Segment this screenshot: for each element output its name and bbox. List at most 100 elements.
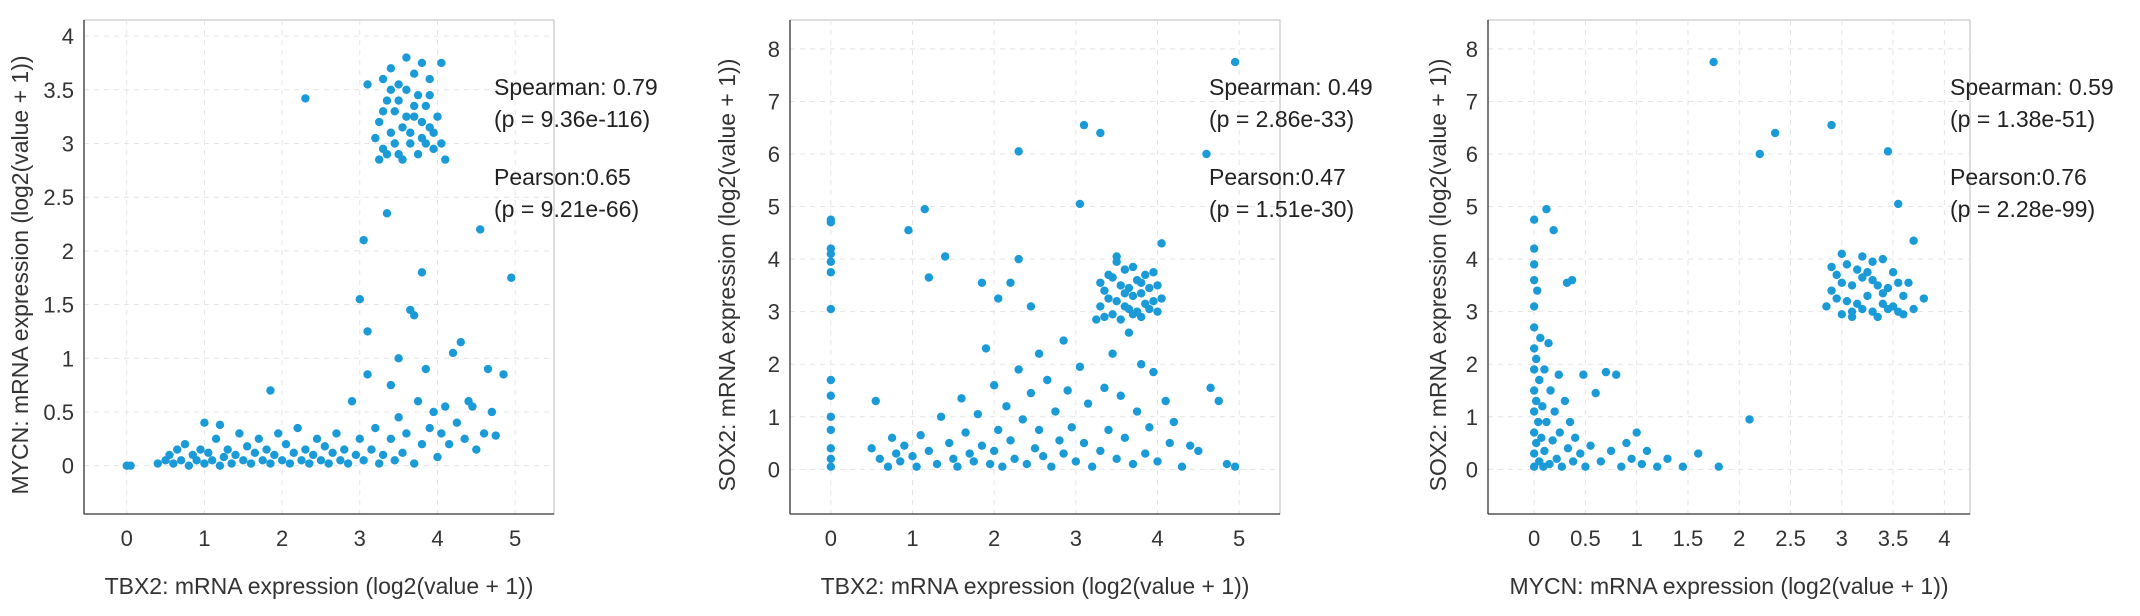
data-point [1586,441,1595,450]
y-tick-label: 4 [768,247,780,272]
data-point [421,101,431,111]
data-point [1214,396,1223,406]
y-tick-label: 7 [768,89,780,114]
data-point [1149,367,1158,377]
data-point [977,278,987,287]
annotation-pearson-p: (p = 2.28e-99) [1950,196,2095,222]
data-point [1136,278,1146,287]
data-point [1822,302,1831,311]
y-tick-label: 3 [62,132,74,157]
y-tick-label: 7 [1466,89,1478,114]
x-tick-label: 3 [1836,526,1848,551]
data-point [1899,310,1908,319]
data-point [258,456,267,465]
data-point [1837,249,1847,259]
data-point [1552,454,1561,464]
data-point [1904,278,1913,287]
data-point [1055,436,1064,445]
data-point [475,225,485,234]
x-axis-label: TBX2: mRNA expression (log2(value + 1)) [821,573,1250,599]
data-point [285,459,295,468]
data-point [223,445,232,454]
data-point [417,117,427,127]
data-point [1177,462,1187,471]
data-point [900,441,909,450]
data-point [277,456,287,465]
data-point [989,381,999,390]
data-point [1653,462,1662,471]
data-point [1878,254,1888,264]
data-point [1063,386,1072,395]
data-point [1529,275,1539,285]
data-point [398,155,407,164]
data-point [1837,278,1847,287]
x-tick-label: 3.5 [1878,526,1909,551]
data-point [433,452,442,462]
x-axis-label: MYCN: mRNA expression (log2(value + 1)) [1509,573,1948,599]
data-point [1770,128,1780,138]
data-point [192,456,201,465]
data-point [472,445,481,454]
y-axis-label: SOX2: mRNA expression (log2(value + 1)) [714,59,740,492]
data-point [367,445,376,454]
data-point [826,249,836,259]
data-point [262,445,271,454]
data-point [1868,257,1877,266]
y-tick-label: 2 [62,239,74,264]
data-point [826,304,836,314]
data-point [1568,457,1578,466]
data-point [406,128,415,137]
data-point [920,204,929,214]
data-point [1112,252,1121,261]
data-point [1529,344,1539,353]
data-point [1873,312,1882,322]
data-point [409,311,419,320]
data-point [402,85,411,95]
data-point [165,450,174,460]
data-point [916,430,925,440]
data-point [421,364,431,374]
data-point [1579,370,1588,379]
data-point [1079,120,1089,130]
data-point [1185,441,1195,450]
data-point [1827,262,1836,272]
data-point [1755,149,1764,159]
data-point [1883,304,1893,314]
data-point [1529,260,1539,269]
data-point [382,150,392,159]
data-point [1617,462,1626,471]
data-point [994,425,1003,435]
data-point [1883,283,1893,293]
x-tick-label: 1 [906,526,918,551]
x-tick-label: 1 [198,526,210,551]
data-point [1709,57,1718,67]
data-point [448,348,458,358]
data-point [1030,444,1040,453]
data-point [1079,438,1089,448]
data-point [1909,236,1918,245]
data-point [227,459,236,468]
data-point [1745,415,1754,424]
data-point [301,445,310,454]
data-point [867,444,876,453]
data-point [297,456,306,465]
data-point [1596,457,1606,466]
data-point [239,456,248,465]
data-point [1059,449,1068,458]
data-point [875,454,885,464]
data-point [429,407,438,417]
data-point [305,459,314,468]
data-point [1529,449,1539,458]
data-point [1847,312,1857,322]
data-point [826,391,836,400]
data-point [386,380,396,390]
annotation-pearson: Pearson:0.65 [494,164,631,190]
plot-area [83,19,555,515]
data-point [1919,294,1929,303]
data-point [429,128,438,137]
data-point [826,218,836,227]
data-point [1714,462,1723,471]
data-point [180,439,190,449]
data-point [441,155,450,164]
data-point [371,423,380,433]
